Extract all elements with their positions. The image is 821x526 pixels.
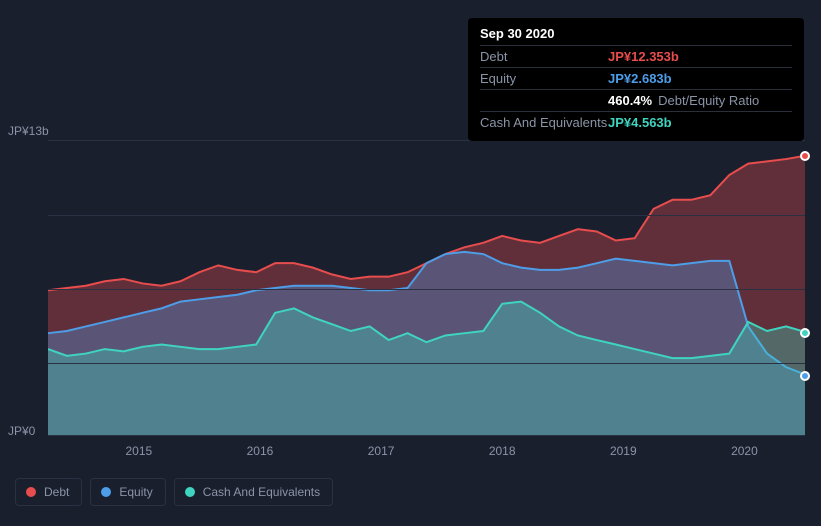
tooltip-value: JP¥4.563b [608, 115, 672, 130]
tooltip-date: Sep 30 2020 [480, 26, 792, 45]
end-marker [800, 328, 810, 338]
x-tick-label: 2020 [731, 444, 758, 458]
legend: Debt Equity Cash And Equivalents [15, 478, 333, 506]
end-marker [800, 371, 810, 381]
y-axis-max-label: JP¥13b [8, 124, 49, 138]
gridline [48, 215, 805, 216]
x-tick-label: 2019 [610, 444, 637, 458]
x-tick-label: 2015 [125, 444, 152, 458]
legend-item-equity[interactable]: Equity [90, 478, 165, 506]
legend-label: Debt [44, 485, 69, 499]
end-marker [800, 151, 810, 161]
chart-plot[interactable] [48, 140, 805, 436]
tooltip-label: Equity [480, 71, 608, 86]
legend-item-debt[interactable]: Debt [15, 478, 82, 506]
tooltip-extra: Debt/Equity Ratio [658, 93, 759, 108]
tooltip-row: Cash And EquivalentsJP¥4.563b [480, 111, 792, 133]
x-tick-label: 2016 [247, 444, 274, 458]
x-tick-label: 2018 [489, 444, 516, 458]
tooltip-label: Debt [480, 49, 608, 64]
legend-swatch [185, 487, 195, 497]
tooltip-row: DebtJP¥12.353b [480, 45, 792, 67]
legend-label: Cash And Equivalents [203, 485, 320, 499]
tooltip-label: Cash And Equivalents [480, 115, 608, 130]
tooltip-label [480, 93, 608, 108]
chart-tooltip: Sep 30 2020 DebtJP¥12.353bEquityJP¥2.683… [468, 18, 804, 141]
legend-swatch [101, 487, 111, 497]
gridline [48, 363, 805, 364]
tooltip-row: EquityJP¥2.683b [480, 67, 792, 89]
legend-swatch [26, 487, 36, 497]
x-tick-label: 2017 [368, 444, 395, 458]
tooltip-value: JP¥2.683b [608, 71, 672, 86]
tooltip-row: 460.4%Debt/Equity Ratio [480, 89, 792, 111]
tooltip-value: 460.4%Debt/Equity Ratio [608, 93, 759, 108]
gridline [48, 289, 805, 290]
legend-item-cash-and-equivalents[interactable]: Cash And Equivalents [174, 478, 333, 506]
legend-label: Equity [119, 485, 152, 499]
y-axis-min-label: JP¥0 [8, 424, 35, 438]
tooltip-value: JP¥12.353b [608, 49, 679, 64]
